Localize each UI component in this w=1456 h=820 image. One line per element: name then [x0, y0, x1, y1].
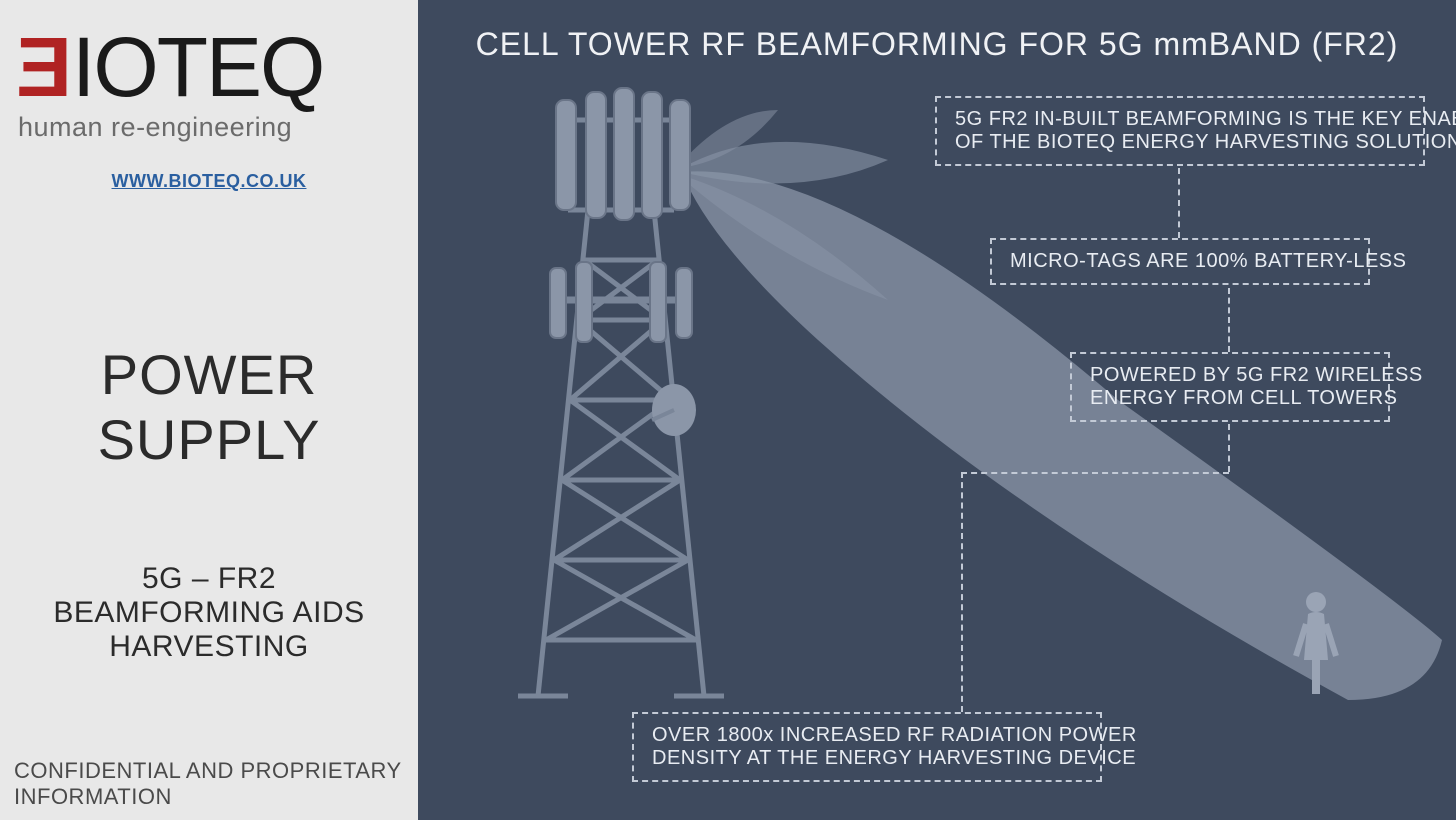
sidebar-title-block: POWER SUPPLY 5G – FR2 BEAMFORMING AIDS H…	[18, 342, 400, 664]
callout-text: MICRO-TAGS ARE 100% BATTERY-LESS	[1010, 250, 1350, 273]
company-url-link[interactable]: WWW.BIOTEQ.CO.UK	[112, 171, 307, 192]
connector-line	[1178, 168, 1180, 238]
antenna-panels	[550, 88, 692, 342]
sidebar-subtitle-2: BEAMFORMING AIDS HARVESTING	[18, 596, 400, 664]
callout-text: 5G FR2 IN-BUILT BEAMFORMING IS THE KEY E…	[955, 108, 1405, 131]
callout-text: DENSITY AT THE ENERGY HARVESTING DEVICE	[652, 747, 1082, 770]
confidential-footer: CONFIDENTIAL AND PROPRIETARY INFORMATION	[14, 758, 418, 810]
logo-tagline: human re-engineering	[18, 112, 400, 143]
callout-text: ENERGY FROM CELL TOWERS	[1090, 387, 1370, 410]
connector-line	[961, 472, 963, 712]
callout-beamforming-enabler: 5G FR2 IN-BUILT BEAMFORMING IS THE KEY E…	[935, 96, 1425, 166]
diagram-panel: CELL TOWER RF BEAMFORMING FOR 5G mmBAND …	[418, 0, 1456, 820]
connector-line	[961, 472, 1229, 474]
callout-powered-by: POWERED BY 5G FR2 WIRELESS ENERGY FROM C…	[1070, 352, 1390, 422]
sidebar-title: POWER SUPPLY	[18, 342, 400, 472]
callout-text: OF THE BIOTEQ ENERGY HARVESTING SOLUTION	[955, 131, 1405, 154]
connector-line	[1228, 424, 1230, 472]
sidebar-subtitle-1: 5G – FR2	[18, 562, 400, 596]
sidebar: EIOTEQ human re-engineering WWW.BIOTEQ.C…	[0, 0, 418, 820]
callout-batteryless: MICRO-TAGS ARE 100% BATTERY-LESS	[990, 238, 1370, 285]
callout-power-density: OVER 1800x INCREASED RF RADIATION POWER …	[632, 712, 1102, 782]
page-root: EIOTEQ human re-engineering WWW.BIOTEQ.C…	[0, 0, 1456, 820]
connector-line	[1228, 288, 1230, 352]
logo-block: EIOTEQ human re-engineering	[18, 30, 400, 143]
logo-wordmark: EIOTEQ	[18, 30, 400, 106]
callout-text: OVER 1800x INCREASED RF RADIATION POWER	[652, 724, 1082, 747]
callout-text: POWERED BY 5G FR2 WIRELESS	[1090, 364, 1370, 387]
